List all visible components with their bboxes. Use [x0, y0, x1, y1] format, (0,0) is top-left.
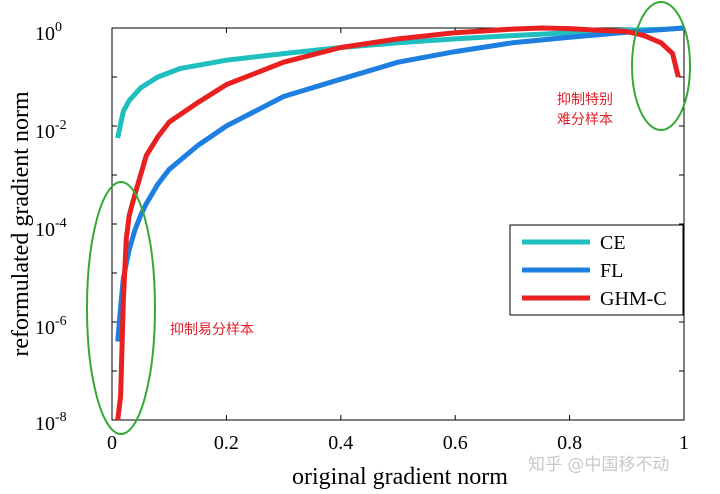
legend-label-fl: FL	[600, 260, 623, 282]
series-layer	[115, 25, 685, 421]
series-line-ghm-c	[115, 25, 681, 421]
y-axis-label: reformulated gradient norm	[8, 91, 34, 357]
y-tick-labels: 100 10-2 10-4 10-6 10-8	[35, 20, 67, 435]
x-axis-label: original gradient norm	[292, 464, 508, 490]
series-line-fl	[115, 25, 685, 342]
legend-label-ce: CE	[600, 232, 626, 254]
legend: CE FL GHM-C	[509, 224, 684, 316]
plot-area	[86, 1, 691, 435]
low-gradient-highlight-ellipse	[86, 181, 156, 435]
x-tick-labels: 0 0.2 0.4 0.6 0.8 1	[107, 432, 689, 454]
axes-frame	[111, 27, 685, 421]
y-tick-label: 10-4	[35, 216, 67, 241]
y-tick-label: 10-6	[35, 314, 67, 339]
x-tick-label: 0.8	[557, 432, 582, 454]
watermark: 知乎 @中国移不动	[528, 455, 669, 475]
annotation-easy-samples: 抑制易分样本	[170, 322, 254, 338]
x-tick-label: 0.4	[328, 432, 353, 454]
y-tick-label: 10-2	[35, 118, 67, 143]
y-tick-label: 10-8	[35, 410, 67, 435]
high-gradient-highlight-ellipse	[631, 1, 691, 131]
x-tick-label: 0.2	[214, 432, 239, 454]
legend-label-ghm-c: GHM-C	[600, 288, 667, 310]
annotation-hard-samples-line1: 抑制特别	[557, 92, 613, 108]
x-tick-label: 0	[107, 432, 117, 454]
annotation-hard-samples-line2: 难分样本	[557, 112, 613, 128]
x-tick-label: 0.6	[443, 432, 468, 454]
y-tick-label: 100	[35, 20, 62, 45]
x-tick-label: 1	[679, 432, 689, 454]
